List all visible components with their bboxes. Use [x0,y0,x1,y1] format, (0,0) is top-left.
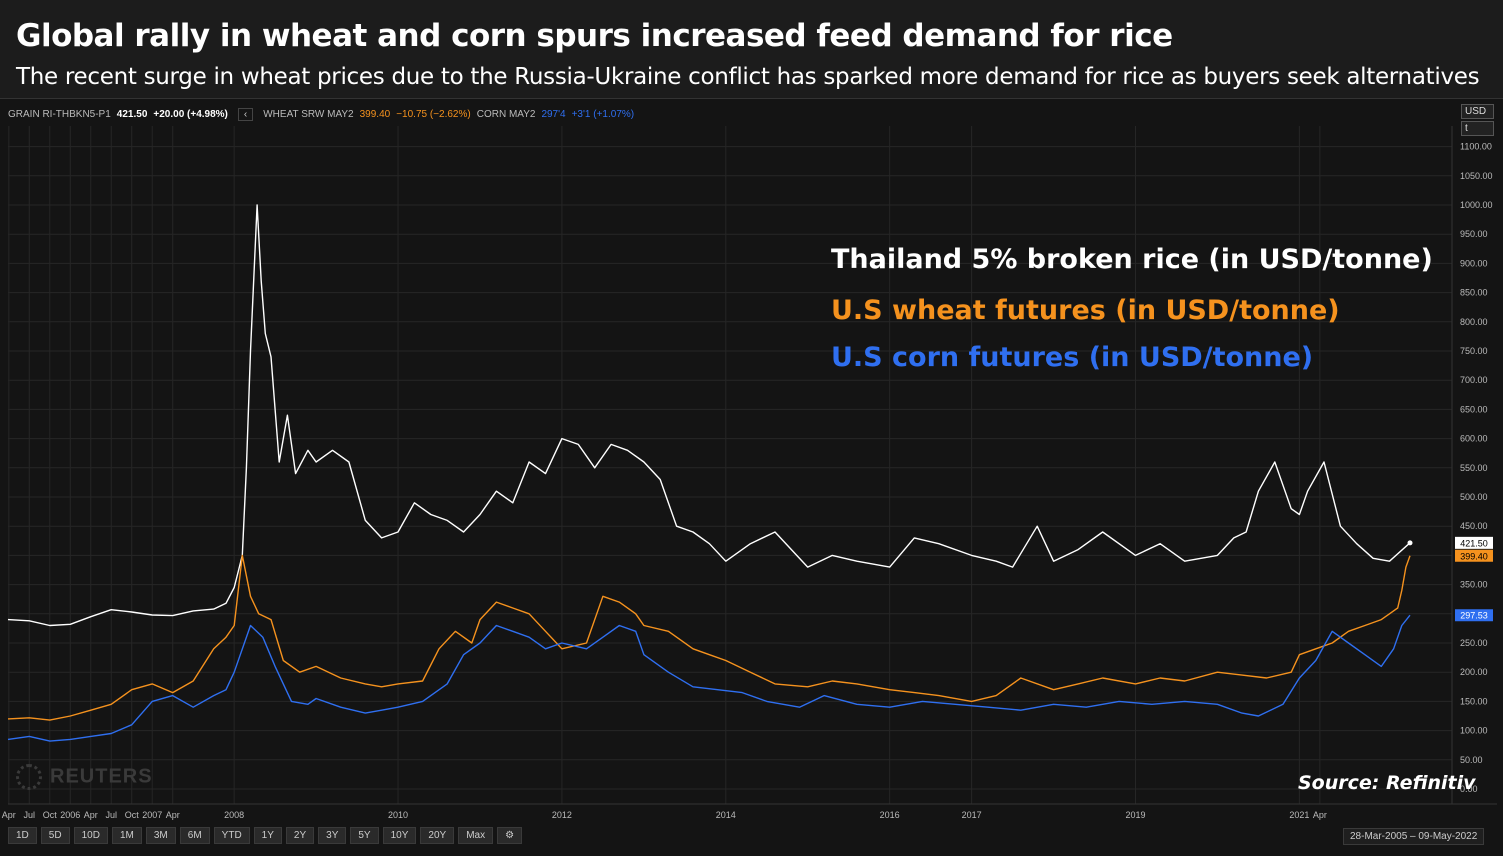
headline: Global rally in wheat and corn spurs inc… [16,18,1173,54]
currency-sub-dropdown[interactable]: t [1461,121,1494,136]
legend-corn-ric[interactable]: CORN MAY2 [476,108,536,120]
range-button-10d[interactable]: 10D [73,827,108,844]
currency-unit-dropdown[interactable]: USD [1461,104,1494,119]
legend-back-button[interactable]: ‹ [237,107,254,121]
range-buttons: 1D 5D 10D 1M 3M 6M YTD 1Y 2Y 3Y 5Y 10Y 20Y Max ⚙ [8,827,523,844]
legend-corn-value: 297'4 [541,108,566,120]
legend-wheat-change: −10.75 (−2.62%) [396,108,471,120]
source-credit: Source: Refinitiv [1298,772,1476,794]
annotation-corn: U.S corn futures (in USD/tonne) [831,342,1314,373]
legend-rice-value: 421.50 [116,108,148,120]
legend-corn-change: +3'1 (+1.07%) [571,108,635,120]
header-banner: Global rally in wheat and corn spurs inc… [0,0,1503,98]
range-button-3y[interactable]: 3Y [318,827,347,844]
range-button-1m[interactable]: 1M [111,827,142,844]
range-button-2y[interactable]: 2Y [285,827,315,844]
date-range-picker[interactable]: 28-Mar-2005 – 09-May-2022 [1343,828,1485,845]
range-button-1y[interactable]: 1Y [253,827,282,844]
legend-rice-ric[interactable]: GRAIN RI-THBKN5-P1 [8,108,111,120]
range-button-10y[interactable]: 10Y [382,827,417,844]
subheadline: The recent surge in wheat prices due to … [16,64,1480,90]
range-button-5y[interactable]: 5Y [350,827,379,844]
legend-bar: GRAIN RI-THBKN5-P1 421.50 +20.00 (+4.98%… [8,104,634,124]
settings-gear-icon[interactable]: ⚙ [497,827,523,844]
range-button-20y[interactable]: 20Y [420,827,455,844]
range-button-ytd[interactable]: YTD [213,827,250,844]
reuters-logo-icon [16,764,42,790]
range-button-6m[interactable]: 6M [179,827,210,844]
range-button-5d[interactable]: 5D [40,827,70,844]
currency-selector[interactable]: USD t [1461,104,1494,138]
reuters-watermark: REUTERS [16,764,153,790]
chart-panel [0,98,1503,856]
legend-wheat-value: 399.40 [359,108,391,120]
range-button-1d[interactable]: 1D [8,827,37,844]
legend-rice-change: +20.00 (+4.98%) [153,108,228,120]
annotation-rice: Thailand 5% broken rice (in USD/tonne) [831,244,1433,275]
range-button-max[interactable]: Max [458,827,494,844]
range-button-3m[interactable]: 3M [145,827,176,844]
watermark-text: REUTERS [50,765,153,788]
annotation-wheat: U.S wheat futures (in USD/tonne) [831,295,1340,326]
legend-wheat-ric[interactable]: WHEAT SRW MAY2 [263,108,354,120]
